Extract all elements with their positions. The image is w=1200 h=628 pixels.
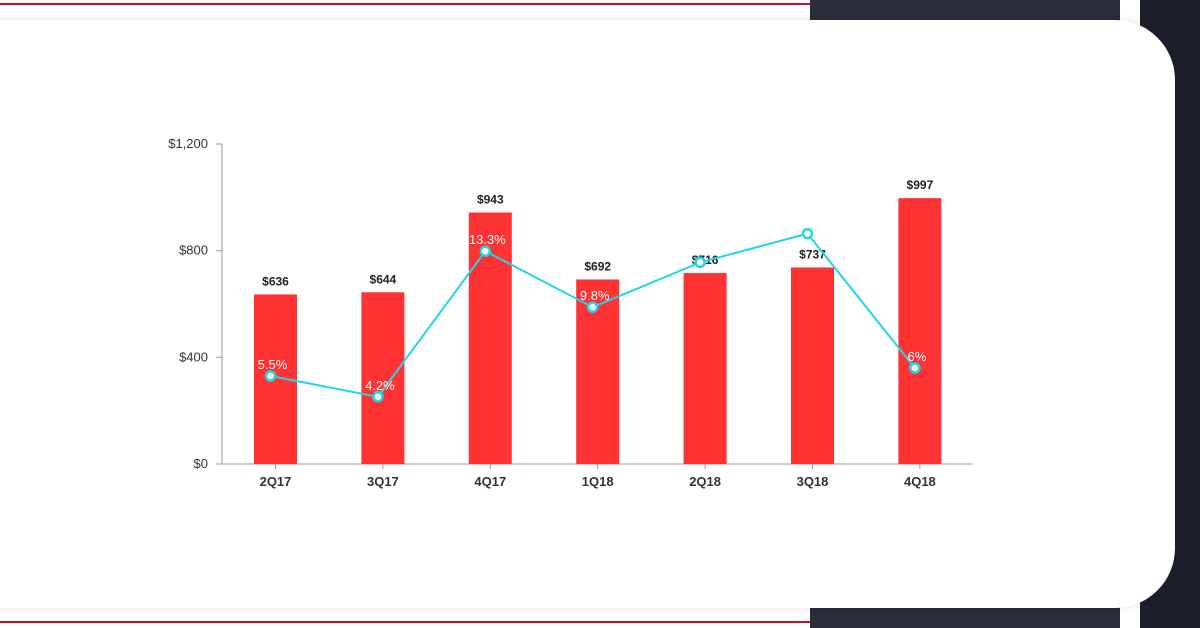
bar bbox=[898, 198, 942, 464]
line-point bbox=[479, 245, 492, 257]
line-point-label: 13.3% bbox=[469, 232, 506, 247]
y-tick-label: $400 bbox=[179, 349, 208, 364]
x-tick-label: 4Q18 bbox=[904, 474, 936, 489]
bar-value-label: $997 bbox=[907, 178, 934, 192]
bar-value-label: $644 bbox=[370, 272, 397, 286]
line-point-label: 6% bbox=[908, 349, 927, 364]
y-tick-label: $800 bbox=[179, 243, 208, 258]
line-point bbox=[264, 370, 277, 382]
x-tick-label: 4Q17 bbox=[474, 474, 506, 489]
x-tick-label: 1Q18 bbox=[582, 474, 614, 489]
line-point bbox=[801, 227, 814, 240]
bar bbox=[683, 273, 727, 464]
line-point bbox=[909, 362, 921, 374]
bar-value-label: $692 bbox=[584, 259, 611, 273]
y-tick-label: $0 bbox=[194, 456, 208, 471]
line-point-label: 5.5% bbox=[258, 357, 288, 372]
y-tick-label: $1,200 bbox=[168, 136, 208, 151]
line-point-label: 12.6% bbox=[684, 243, 721, 258]
line-point-label: 4.2% bbox=[365, 378, 395, 393]
x-tick-label: 3Q17 bbox=[367, 474, 399, 489]
x-tick-label: 2Q18 bbox=[689, 474, 721, 489]
line-point bbox=[372, 391, 384, 403]
line-point bbox=[694, 256, 706, 269]
bar bbox=[791, 267, 834, 464]
bar-value-label: $636 bbox=[262, 274, 289, 288]
x-tick-label: 2Q17 bbox=[260, 474, 292, 489]
top-accent-line bbox=[0, 3, 810, 5]
bar-value-label: $943 bbox=[477, 193, 504, 207]
line-point-label: 14.4% bbox=[791, 215, 828, 230]
bar bbox=[576, 279, 620, 464]
bar bbox=[361, 292, 405, 464]
x-tick-label: 3Q18 bbox=[797, 474, 829, 489]
line-point-label: 9.8% bbox=[580, 288, 610, 303]
bar-value-label: $737 bbox=[799, 247, 826, 261]
line-point bbox=[586, 301, 599, 313]
bottom-accent-line bbox=[0, 621, 810, 623]
